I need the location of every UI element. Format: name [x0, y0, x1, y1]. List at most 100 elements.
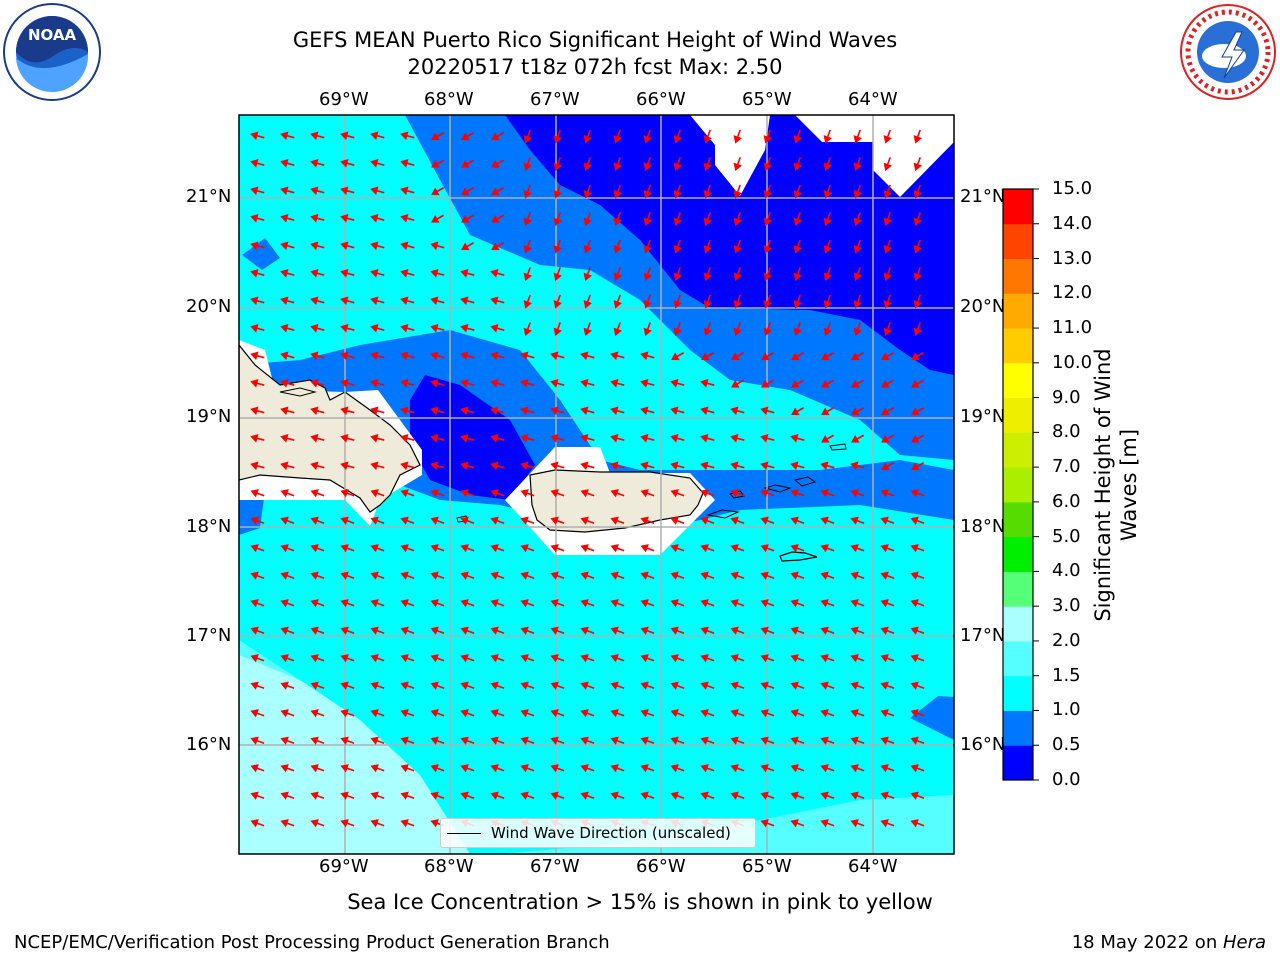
wave-direction-arrow: [793, 239, 802, 254]
wave-direction-arrow: [880, 516, 895, 525]
wave-direction-arrow: [823, 322, 832, 337]
wave-direction-arrow: [640, 736, 655, 745]
wave-direction-arrow: [640, 516, 655, 525]
wave-direction-arrow: [670, 461, 685, 471]
wave-direction-arrow: [310, 489, 325, 498]
wave-direction-arrow: [730, 791, 745, 800]
wave-direction-arrow: [610, 764, 625, 773]
wave-direction-arrow: [520, 516, 535, 525]
wave-direction-arrow: [553, 239, 562, 254]
wave-direction-arrow: [400, 489, 415, 498]
lat-tick-right-6: 16°N: [960, 734, 1006, 755]
wave-direction-arrow: [490, 489, 505, 498]
wave-direction-arrow: [550, 516, 565, 525]
wave-direction-arrow: [640, 461, 655, 471]
wave-direction-arrow: [520, 461, 535, 471]
wave-direction-arrow: [700, 736, 715, 745]
wave-direction-arrow: [820, 489, 835, 498]
wave-direction-arrow: [310, 461, 325, 471]
wave-direction-arrow: [913, 157, 922, 172]
wave-direction-arrow: [791, 352, 805, 361]
wave-direction-arrow: [880, 489, 895, 498]
wave-direction-arrow: [460, 461, 475, 471]
wave-direction-arrow: [853, 184, 862, 199]
wave-direction-arrow: [250, 709, 265, 718]
wave-direction-arrow: [790, 461, 805, 471]
wave-direction-arrow: [820, 654, 835, 663]
wave-direction-arrow: [490, 351, 505, 361]
lon-tick-top-5: 65°W: [742, 89, 792, 110]
colorbar-tick-label: 3.0: [1052, 595, 1081, 617]
wave-direction-arrow: [580, 764, 595, 773]
wave-direction-arrow: [280, 269, 295, 278]
lon-tick-bottom-4: 66°W: [636, 856, 686, 877]
wave-direction-arrow: [850, 654, 865, 663]
wave-direction-arrow: [610, 599, 625, 608]
wave-direction-arrow: [310, 434, 325, 443]
wave-direction-arrow: [550, 764, 565, 773]
wave-direction-arrow: [280, 681, 295, 690]
wave-direction-arrow: [733, 322, 742, 337]
wave-direction-arrow: [461, 242, 475, 251]
wave-direction-arrow: [820, 681, 835, 690]
wave-direction-arrow: [310, 186, 325, 196]
wave-direction-arrow: [280, 516, 295, 525]
wave-direction-arrow: [340, 626, 355, 635]
wave-direction-arrow: [640, 406, 655, 416]
wave-direction-arrow: [793, 294, 802, 309]
wave-direction-arrow: [883, 129, 892, 144]
wave-direction-arrow: [673, 239, 682, 254]
wave-direction-arrow: [580, 654, 595, 663]
wave-direction-arrow: [880, 709, 895, 718]
wave-direction-arrow: [370, 626, 385, 635]
wave-direction-arrow: [823, 239, 832, 254]
wave-direction-arrow: [640, 489, 655, 498]
wave-direction-arrow: [250, 461, 265, 471]
wave-direction-arrow: [520, 654, 535, 663]
wave-direction-arrow: [490, 296, 505, 306]
wave-direction-arrow: [550, 736, 565, 745]
footer-credit: NCEP/EMC/Verification Post Processing Pr…: [14, 932, 610, 953]
wave-direction-arrow: [880, 791, 895, 800]
wave-direction-arrow: [670, 681, 685, 690]
wave-direction-arrow: [370, 461, 385, 471]
wave-direction-arrow: [793, 267, 802, 282]
map-legend: Wind Wave Direction (unscaled): [440, 818, 756, 848]
wave-direction-arrow: [610, 379, 625, 388]
wave-direction-arrow: [850, 764, 865, 773]
wave-direction-arrow: [430, 681, 445, 690]
wave-direction-arrow: [700, 599, 715, 608]
wave-direction-arrow: [400, 241, 415, 251]
wave-direction-arrow: [910, 626, 925, 635]
colorbar-segment: [1003, 362, 1033, 399]
wave-direction-arrow: [520, 571, 535, 580]
wave-direction-arrow: [793, 184, 802, 199]
wave-direction-arrow: [250, 544, 265, 553]
wave-direction-arrow: [310, 736, 325, 745]
wave-direction-arrow: [460, 489, 475, 498]
wave-direction-arrow: [250, 131, 265, 141]
wave-direction-arrow: [430, 296, 445, 306]
wave-direction-arrow: [400, 626, 415, 635]
wave-direction-arrow: [280, 406, 295, 416]
footer-date: 18 May 2022 on Hera: [1072, 932, 1266, 953]
wave-direction-arrow: [400, 296, 415, 306]
wave-direction-arrow: [911, 462, 925, 471]
colorbar-tick-label: 6.0: [1052, 490, 1081, 512]
colorbar-tick-label: 14.0: [1052, 212, 1093, 234]
wave-direction-arrow: [881, 462, 895, 471]
wave-direction-arrow: [913, 212, 922, 227]
wave-direction-arrow: [370, 544, 385, 553]
legend-label: Wind Wave Direction (unscaled): [491, 824, 731, 842]
wave-direction-arrow: [490, 324, 505, 333]
wave-direction-arrow: [431, 214, 445, 223]
wave-direction-arrow: [730, 681, 745, 690]
wave-direction-arrow: [853, 239, 862, 254]
lat-tick-right-2: 20°N: [960, 296, 1006, 317]
virgin-islands-a: [706, 509, 740, 519]
colorbar-segment: [1003, 606, 1033, 642]
wave-direction-arrow: [250, 489, 265, 498]
wave-direction-arrow: [370, 599, 385, 608]
wave-direction-arrow: [280, 571, 295, 580]
